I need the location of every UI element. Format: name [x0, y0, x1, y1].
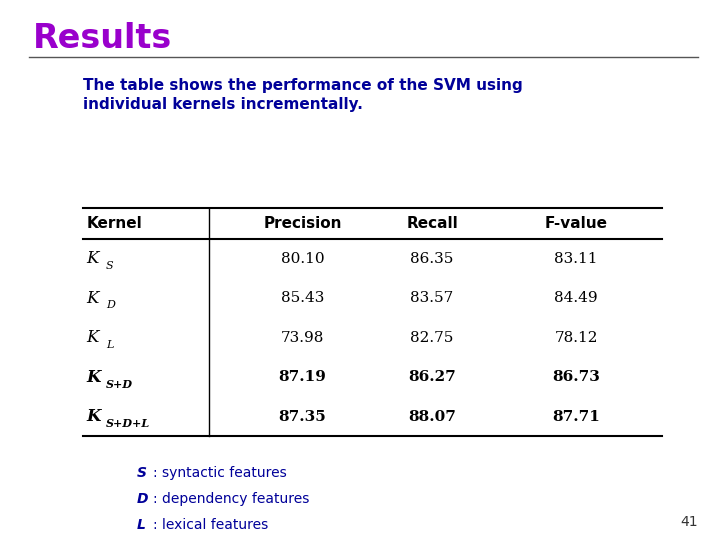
Text: The table shows the performance of the SVM using: The table shows the performance of the S…	[83, 78, 523, 93]
Text: : syntactic features: : syntactic features	[153, 466, 287, 480]
Text: Precision: Precision	[263, 216, 342, 231]
Text: D: D	[137, 492, 148, 506]
Text: L: L	[106, 340, 113, 350]
Text: S: S	[137, 466, 147, 480]
Text: K: K	[86, 290, 99, 307]
Text: Results: Results	[32, 22, 171, 55]
Text: 87.71: 87.71	[552, 410, 600, 423]
Text: S: S	[106, 261, 114, 271]
Text: 87.19: 87.19	[279, 370, 326, 384]
Text: K: K	[86, 408, 101, 425]
Text: 85.43: 85.43	[281, 292, 324, 305]
Text: 73.98: 73.98	[281, 331, 324, 345]
Text: 41: 41	[681, 515, 698, 529]
Text: K: K	[86, 369, 101, 386]
Text: 78.12: 78.12	[554, 331, 598, 345]
Text: 82.75: 82.75	[410, 331, 454, 345]
Text: : dependency features: : dependency features	[153, 492, 309, 506]
Text: 88.07: 88.07	[408, 410, 456, 423]
Text: S+D: S+D	[106, 379, 133, 390]
Text: 86.35: 86.35	[410, 252, 454, 266]
Text: 83.11: 83.11	[554, 252, 598, 266]
Text: K: K	[86, 329, 99, 346]
Text: L: L	[137, 518, 145, 532]
Text: Kernel: Kernel	[86, 216, 142, 231]
Text: 87.35: 87.35	[279, 410, 326, 423]
Text: Recall: Recall	[406, 216, 458, 231]
Text: 84.49: 84.49	[554, 292, 598, 305]
Text: 86.27: 86.27	[408, 370, 456, 384]
Text: F-value: F-value	[544, 216, 608, 231]
Text: D: D	[106, 300, 114, 310]
Text: S+D+L: S+D+L	[106, 418, 150, 429]
Text: K: K	[86, 251, 99, 267]
Text: 86.73: 86.73	[552, 370, 600, 384]
Text: : lexical features: : lexical features	[153, 518, 268, 532]
Text: 80.10: 80.10	[281, 252, 324, 266]
Text: individual kernels incrementally.: individual kernels incrementally.	[83, 97, 363, 112]
Text: 83.57: 83.57	[410, 292, 454, 305]
